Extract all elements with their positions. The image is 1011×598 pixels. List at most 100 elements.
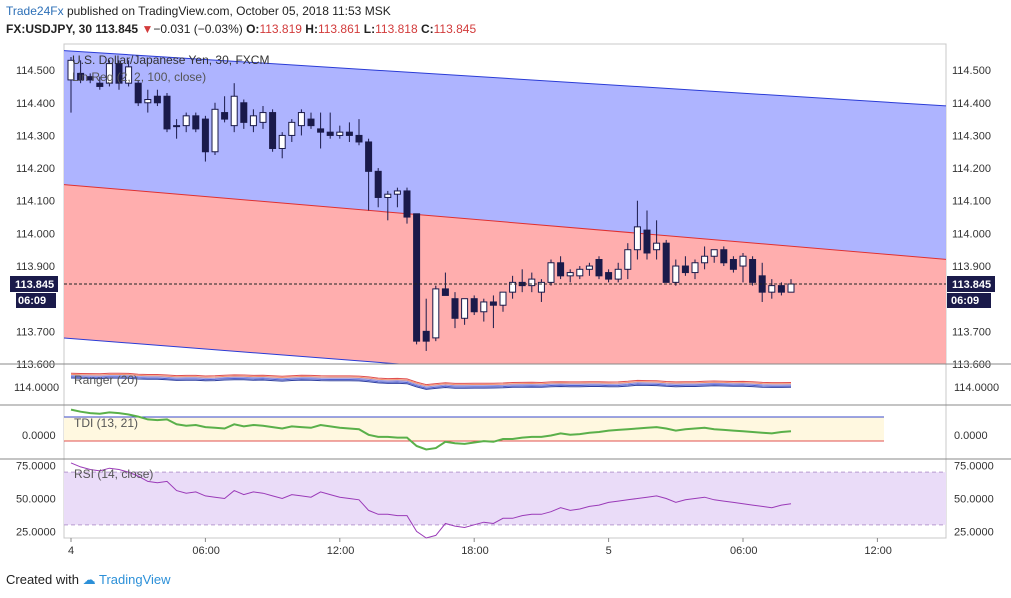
candle (336, 125, 344, 139)
candle-body (585, 265, 593, 270)
candle-body (470, 298, 478, 313)
candle-body (595, 259, 603, 277)
candle (134, 79, 142, 107)
candle (77, 60, 85, 84)
publish-info: Trade24Fx published on TradingView.com, … (6, 4, 391, 18)
candle (384, 190, 392, 221)
lower-channel-band (64, 184, 946, 364)
upper-channel-line (64, 50, 946, 107)
ranger-line (70, 375, 792, 388)
candle (432, 285, 440, 342)
candle-body (710, 249, 718, 257)
candle-body (537, 281, 545, 293)
candle (153, 89, 161, 107)
candle (691, 259, 699, 280)
candle (729, 256, 737, 273)
candle-body (441, 288, 449, 296)
candle-body (134, 82, 142, 104)
tdi-zone (64, 417, 884, 441)
candle (643, 210, 651, 260)
candle-body (787, 283, 795, 293)
countdown-tag-text: 06:09 (951, 295, 979, 307)
publish-text: published on TradingView.com, October 05… (66, 4, 391, 18)
y-tick-label-right: 113.900 (952, 261, 991, 273)
countdown-tag-left (16, 293, 56, 308)
candle-body (681, 265, 689, 274)
tdi-label: TDI (13, 21) (74, 416, 138, 430)
candle-body (720, 249, 728, 264)
candle (566, 269, 574, 283)
lower-channel-line (64, 337, 407, 364)
candle (259, 106, 267, 129)
symbol-name: FX:USDJPY, 30 (6, 22, 93, 36)
candle-body (278, 134, 286, 149)
candle-body (451, 298, 459, 319)
candle (326, 112, 334, 139)
candle-body (125, 66, 133, 84)
candle-body (374, 170, 382, 198)
indicator-label: Lin Reg (2, 2, 100, close) (72, 70, 206, 84)
candle-body (662, 242, 670, 283)
tradingview-link[interactable]: TradingView (99, 572, 171, 587)
candle (701, 246, 709, 270)
candle (297, 109, 305, 136)
candle-body (153, 95, 161, 104)
candle-body (77, 72, 85, 81)
candle-body (403, 190, 411, 218)
candle-body (605, 272, 613, 280)
last-price-tag-right (947, 276, 995, 292)
open-label: O: (246, 22, 260, 36)
last-price-tag-text: 113.845 (952, 279, 991, 291)
candle-body (345, 131, 353, 136)
candle-body (749, 259, 757, 283)
candle (105, 60, 113, 87)
candle-body (326, 131, 334, 136)
y-tick-label-right: 114.000 (952, 228, 991, 240)
candle (173, 119, 181, 139)
high-value: 113.861 (317, 22, 361, 36)
candle-body (768, 285, 776, 293)
last-price-tag-left (10, 276, 58, 292)
rsi-tick-label-left: 75.0000 (16, 461, 56, 473)
y-tick-label-right: 114.400 (952, 98, 991, 110)
candle (624, 243, 632, 280)
tdi-axis-label-right: 0.0000 (954, 430, 988, 442)
candle-body (509, 281, 517, 293)
candle-body (307, 118, 315, 127)
publisher-name[interactable]: Trade24Fx (6, 4, 64, 18)
candle (144, 89, 152, 113)
candle-body (259, 112, 267, 123)
tradingview-logo-icon[interactable]: ☁ (82, 572, 96, 587)
candle (163, 92, 171, 133)
y-tick-label-left: 114.400 (16, 98, 55, 110)
candle-body (144, 99, 152, 104)
candle-body (624, 249, 632, 270)
ranger-axis-label-right: 114.0000 (954, 382, 999, 394)
candle-body (499, 291, 507, 306)
candle-body (480, 301, 488, 313)
x-tick-label: 12:00 (864, 545, 892, 557)
candle (595, 256, 603, 280)
candle (307, 112, 315, 129)
rsi-line (70, 462, 792, 539)
candle (576, 266, 584, 280)
candle (480, 298, 488, 322)
candle (768, 279, 776, 299)
candle-body (461, 298, 469, 319)
candle (288, 119, 296, 142)
x-tick-label: 4 (68, 545, 74, 557)
tdi-axis-label-left: 0.0000 (22, 430, 56, 442)
tdi-line (70, 408, 792, 451)
candle-body (67, 59, 75, 81)
rsi-tick-label-right: 75.0000 (954, 461, 994, 473)
candle (365, 138, 373, 211)
y-tick-label-left: 114.500 (16, 65, 55, 77)
low-value: 113.818 (375, 22, 418, 36)
candle (201, 115, 209, 162)
candle-body (576, 268, 584, 277)
candle-body (729, 259, 737, 270)
candle (653, 220, 661, 260)
candle-body (614, 268, 622, 280)
candle-body (249, 115, 257, 127)
